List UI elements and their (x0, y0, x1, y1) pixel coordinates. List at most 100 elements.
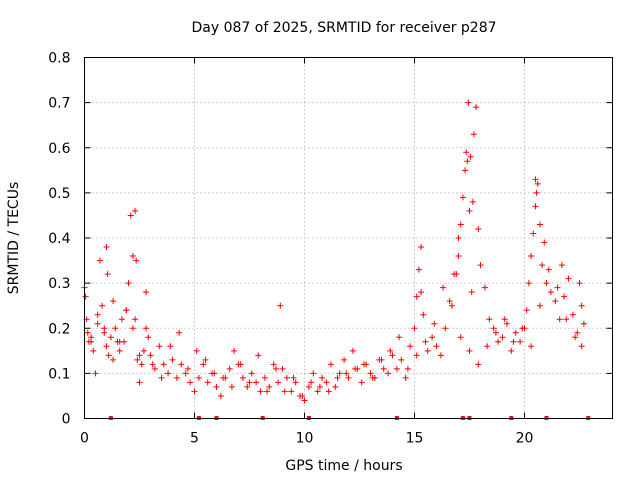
data-point (411, 325, 418, 332)
data-point (464, 158, 471, 165)
y-tick-label: 0.3 (48, 276, 70, 292)
data-point (387, 347, 394, 354)
data-point (288, 388, 295, 395)
data-point (539, 262, 546, 269)
data-point (103, 244, 110, 251)
data-point (248, 370, 255, 377)
data-point (345, 374, 352, 381)
data-point (380, 365, 387, 372)
x-axis-label: GPS time / hours (285, 458, 402, 474)
data-point (132, 316, 139, 323)
data-point (110, 298, 117, 305)
data-point (367, 370, 374, 377)
data-point (279, 365, 286, 372)
data-point (473, 104, 480, 111)
data-point (541, 239, 548, 246)
data-point (437, 352, 444, 359)
data-point (103, 343, 110, 350)
y-tick-label: 0.1 (48, 366, 70, 382)
data-point (184, 365, 191, 372)
data-point (503, 320, 510, 327)
data-point (495, 338, 502, 345)
data-point (92, 370, 99, 377)
data-point (277, 302, 284, 309)
data-point (283, 374, 290, 381)
data-point (533, 189, 540, 196)
data-point (292, 379, 299, 386)
data-point (145, 334, 152, 341)
data-point (578, 343, 585, 350)
data-point (88, 338, 95, 345)
y-tick-label: 0.2 (48, 321, 70, 337)
data-point (193, 347, 200, 354)
data-point (343, 370, 350, 377)
data-point (569, 311, 576, 318)
data-point (580, 320, 587, 327)
data-point (101, 325, 108, 332)
data-point (455, 235, 462, 241)
y-tick-label: 0.8 (48, 51, 70, 67)
data-point (255, 352, 262, 359)
data-point (314, 388, 321, 395)
data-point (475, 361, 482, 368)
data-point (578, 302, 585, 309)
data-point (158, 374, 165, 381)
data-point (385, 370, 392, 377)
data-point (393, 365, 400, 372)
data-point (389, 352, 396, 359)
data-point (481, 284, 488, 291)
y-tick-label: 0.4 (48, 231, 70, 247)
data-point (462, 167, 469, 174)
data-point (127, 212, 134, 219)
data-point (442, 325, 449, 332)
data-point (290, 374, 297, 381)
data-point (466, 207, 473, 214)
data-point (552, 298, 559, 305)
data-point (90, 347, 97, 354)
data-point (512, 329, 519, 336)
data-point (508, 347, 515, 354)
data-point (129, 253, 136, 260)
data-point (528, 253, 535, 260)
data-point (457, 221, 464, 228)
data-point (220, 374, 227, 381)
data-point (132, 207, 139, 214)
data-point (143, 325, 150, 332)
data-point (84, 329, 91, 336)
data-point (165, 370, 172, 377)
data-point (501, 316, 508, 323)
data-point (352, 365, 359, 372)
data-point (463, 149, 470, 156)
data-point (486, 316, 493, 323)
data-point (396, 334, 403, 341)
data-point (213, 383, 220, 390)
data-point (327, 361, 334, 368)
data-point (272, 365, 279, 372)
data-point (257, 388, 264, 395)
data-point (536, 302, 543, 309)
data-point (360, 361, 367, 368)
data-point (173, 374, 180, 381)
data-point (404, 365, 411, 372)
data-point (407, 343, 414, 350)
data-point (369, 374, 376, 381)
data-point (246, 379, 253, 386)
data-point (468, 289, 475, 296)
data-point (187, 379, 194, 386)
data-point (523, 307, 530, 314)
y-tick-label: 0.6 (48, 141, 70, 157)
x-tick-labels: 0 5 10 15 20 (80, 431, 533, 447)
data-point (545, 266, 552, 273)
data-point (415, 266, 422, 273)
data-point (431, 320, 438, 327)
data-point (136, 352, 143, 359)
data-point (565, 275, 572, 282)
data-point (572, 334, 579, 341)
data-point (532, 176, 539, 183)
data-point (477, 262, 484, 269)
data-point (239, 374, 246, 381)
data-point (310, 370, 317, 377)
data-point (195, 374, 202, 381)
data-point (96, 257, 103, 264)
data-point (556, 316, 563, 323)
